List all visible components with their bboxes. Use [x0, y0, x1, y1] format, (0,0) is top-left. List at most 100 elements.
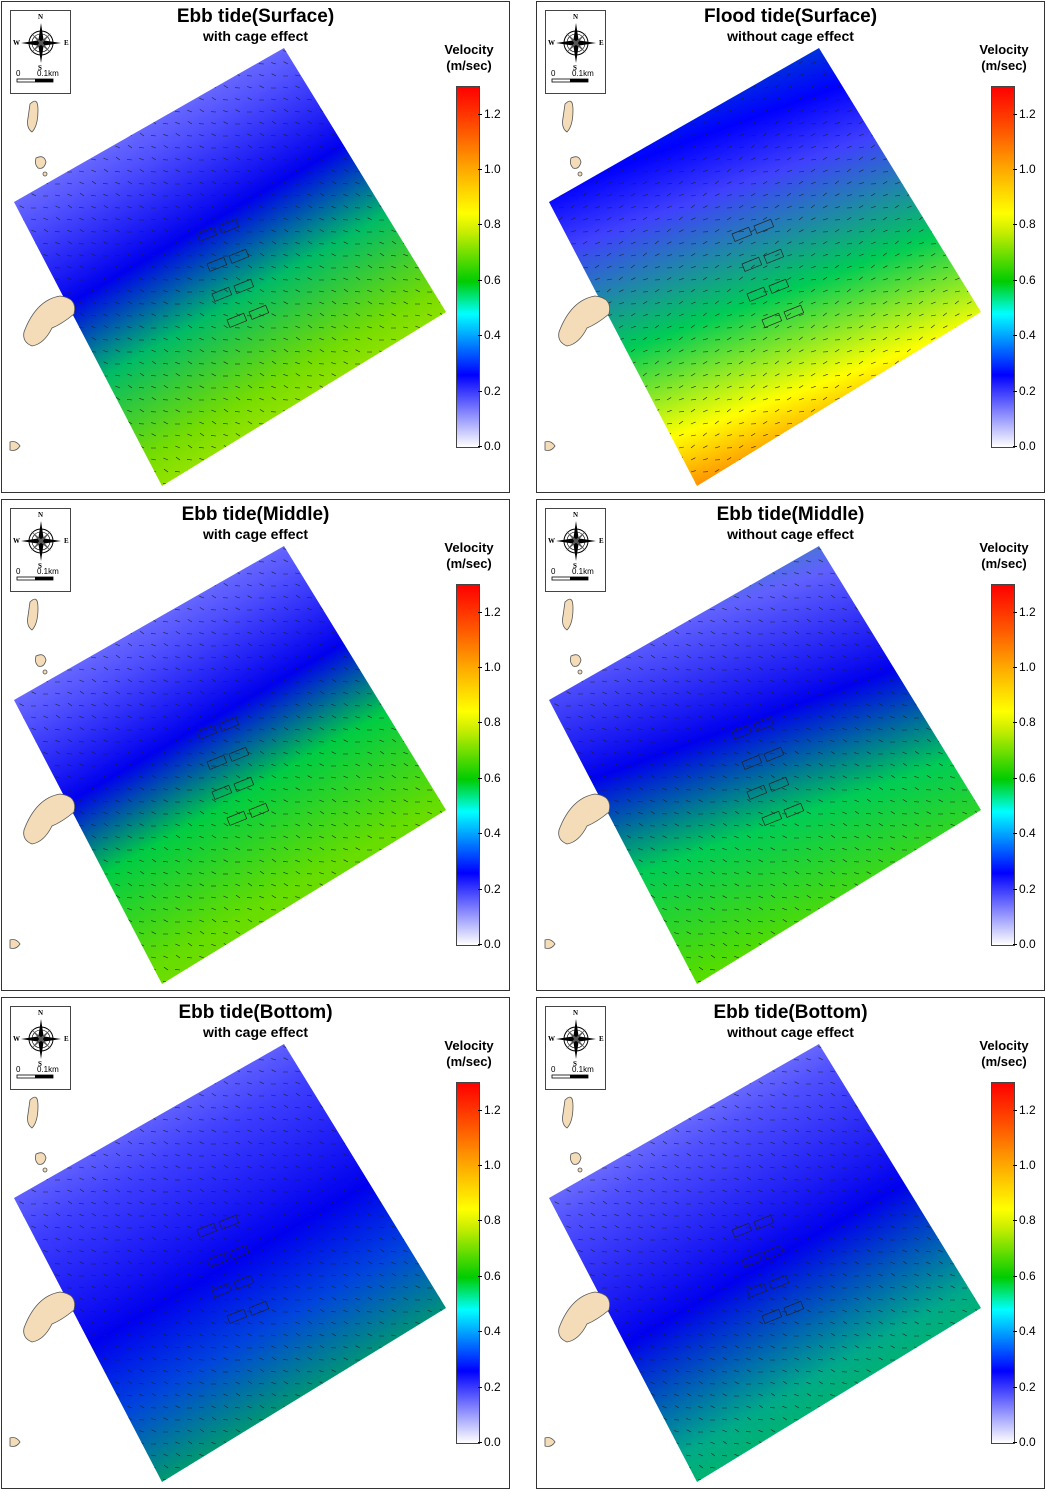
compass-rose-icon: N S W E 0 0.1km [545, 1006, 606, 1090]
legend-tick-mark [478, 1275, 482, 1277]
legend-tick-mark [1013, 1386, 1017, 1388]
coastline [9, 1096, 76, 1447]
scale-end: 0.1km [37, 567, 59, 576]
legend-tick-mark [1013, 390, 1017, 392]
legend-tick-label: 0.6 [484, 272, 501, 287]
scale-start: 0 [551, 1065, 556, 1074]
compass-label-n: N [573, 1009, 579, 1017]
velocity-colorbar [456, 584, 480, 946]
velocity-map [9, 546, 446, 984]
velocity-colorbar [991, 584, 1015, 946]
legend-title-line2: (m/sec) [446, 556, 492, 571]
legend-tick-mark [1013, 169, 1017, 171]
velocity-map [544, 546, 981, 984]
cage-array [196, 1214, 270, 1324]
legend-tick-mark [478, 611, 482, 613]
velocity-map [544, 1044, 981, 1482]
legend-tick-label: 0.0 [1019, 1435, 1036, 1449]
legend-tick-label: 0.2 [1019, 1379, 1036, 1394]
legend-tick-mark [478, 1109, 482, 1111]
cage-array [731, 1214, 805, 1324]
scale-start: 0 [16, 69, 21, 78]
compass-label-w: W [548, 537, 555, 545]
scale-end: 0.1km [572, 567, 594, 576]
panel-subtitle: with cage effect [202, 1024, 309, 1040]
legend-tick-mark [1013, 1331, 1017, 1333]
panel-subtitle: with cage effect [202, 526, 309, 542]
map-panel-5: Ebb tide(Bottom) with cage effect Veloci… [1, 997, 510, 1489]
legend-tick-label: 0.4 [484, 1324, 501, 1339]
panel-title: Ebb tide(Middle) [181, 504, 330, 525]
velocity-map [9, 1044, 446, 1482]
legend-tick-mark [478, 1220, 482, 1222]
legend-title-line2: (m/sec) [446, 1054, 492, 1069]
panel-title: Flood tide(Surface) [703, 6, 878, 27]
coastline [9, 598, 76, 949]
compass-label-w: W [13, 1035, 20, 1043]
compass-label-e: E [599, 1035, 604, 1043]
map-panel-6: Ebb tide(Bottom) without cage effect Vel… [536, 997, 1045, 1489]
coastline [544, 1096, 611, 1447]
legend-title: Velocity (m/sec) [429, 42, 509, 74]
scale-start: 0 [551, 567, 556, 576]
compass-label-e: E [599, 537, 604, 545]
legend-title-line2: (m/sec) [446, 58, 492, 73]
legend-title: Velocity (m/sec) [964, 42, 1044, 74]
legend-tick-label: 0.6 [1019, 1268, 1036, 1283]
legend-tick-label: 0.0 [484, 1435, 501, 1449]
cage-array [731, 218, 805, 328]
compass-rose-icon: N S W E 0 0.1km [10, 508, 71, 592]
compass-label-s: S [573, 562, 577, 570]
legend-tick-label: 1.0 [1019, 660, 1036, 675]
compass-label-w: W [13, 39, 20, 47]
legend-tick-mark [478, 1386, 482, 1388]
panel-subtitle: with cage effect [202, 28, 309, 44]
velocity-colorbar [991, 1082, 1015, 1444]
panel-title: Ebb tide(Bottom) [178, 1002, 333, 1023]
compass-label-s: S [573, 64, 577, 72]
legend-title: Velocity (m/sec) [429, 540, 509, 572]
legend-tick-mark [478, 113, 482, 115]
legend-tick-mark [478, 722, 482, 724]
legend-tick-mark [478, 833, 482, 835]
legend-tick-mark [1013, 1275, 1017, 1277]
legend-tick-mark [478, 667, 482, 669]
legend-tick-mark [478, 1331, 482, 1333]
legend-tick-label: 1.2 [1019, 604, 1036, 619]
compass-label-w: W [13, 537, 20, 545]
legend-tick-mark [478, 169, 482, 171]
legend-title-line2: (m/sec) [981, 556, 1027, 571]
scale-end: 0.1km [37, 69, 59, 78]
legend-tick-mark [1013, 777, 1017, 779]
scale-end: 0.1km [572, 69, 594, 78]
compass-label-n: N [38, 511, 44, 519]
cage-array [196, 716, 270, 826]
legend-tick-label: 0.0 [484, 937, 501, 951]
compass-rose-icon: N S W E 0 0.1km [10, 1006, 71, 1090]
legend-tick-mark [1013, 335, 1017, 337]
legend-tick-label: 1.0 [1019, 1158, 1036, 1173]
compass-label-w: W [548, 39, 555, 47]
coastline [544, 598, 611, 949]
legend-tick-label: 0.8 [1019, 715, 1036, 730]
legend-tick-mark [478, 944, 482, 945]
legend-title-line1: Velocity [444, 42, 494, 57]
legend-tick-label: 0.6 [484, 770, 501, 785]
velocity-colorbar [991, 86, 1015, 448]
map-panel-1: Ebb tide(Surface) with cage effect Veloc… [1, 1, 510, 493]
legend-tick-label: 0.4 [1019, 1324, 1036, 1339]
velocity-map [9, 48, 446, 486]
scale-start: 0 [16, 1065, 21, 1074]
legend-tick-label: 0.2 [1019, 881, 1036, 896]
legend-tick-mark [1013, 833, 1017, 835]
legend-tick-label: 0.6 [484, 1268, 501, 1283]
legend-tick-mark [478, 390, 482, 392]
coastline [544, 100, 611, 451]
compass-rose-icon: N S W E 0 0.1km [545, 10, 606, 94]
legend-tick-label: 0.2 [484, 1379, 501, 1394]
legend-tick-mark [1013, 1165, 1017, 1167]
legend-tick-mark [1013, 224, 1017, 226]
legend-tick-label: 1.0 [1019, 162, 1036, 177]
legend-tick-label: 1.2 [1019, 106, 1036, 121]
compass-label-s: S [573, 1060, 577, 1068]
